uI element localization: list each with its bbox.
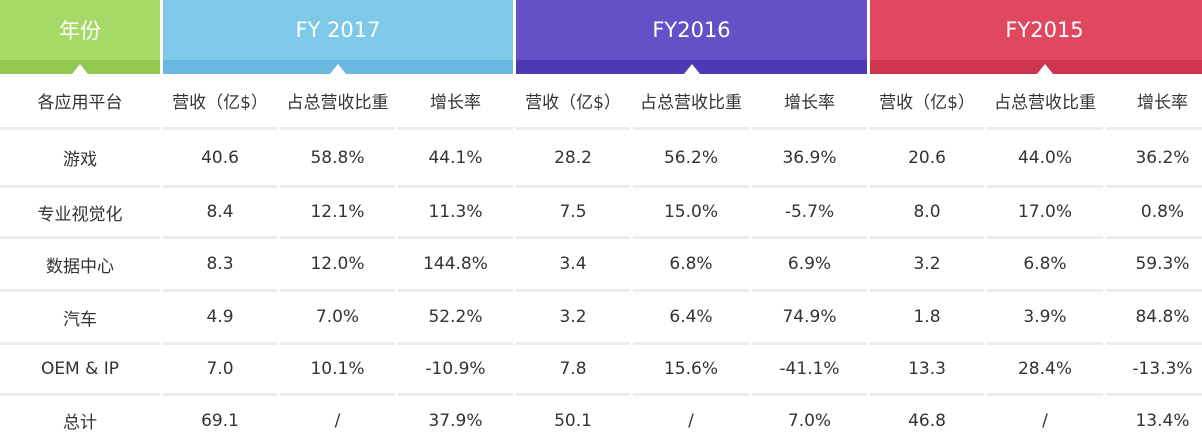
table-cell-fy2017-revenue-1: 8.4: [163, 188, 277, 239]
table-cell-fy2017-share-0: 58.8%: [280, 130, 395, 188]
table-cell-fy2017-growth-2: 144.8%: [398, 239, 513, 292]
row-label-5: 总计: [63, 413, 97, 433]
fy2015-header-band: [870, 60, 1202, 74]
table-cell-fy2015-revenue-0: 20.6: [870, 130, 984, 188]
year-header-label: 年份: [59, 19, 101, 43]
row-label-1: 专业视觉化: [0, 188, 160, 239]
fy2017-header-label: FY 2017: [295, 18, 381, 42]
column-header-fy2016-growth: 增长率: [752, 74, 867, 130]
table-cell-fy2016-growth-5: 7.0%: [787, 410, 832, 431]
table-cell-fy2016-growth-0: 36.9%: [752, 130, 867, 188]
year-header: 年份: [0, 0, 160, 74]
table-cell-fy2016-revenue-2: 3.4: [516, 239, 630, 292]
table-cell-fy2016-revenue-0: 28.2: [516, 130, 630, 188]
fy2015-header: FY2015: [870, 0, 1202, 74]
fy2016-header: FY2016: [516, 0, 867, 74]
platform-column-header: 各应用平台: [0, 74, 160, 130]
table-cell-fy2017-revenue-4: 7.0: [163, 345, 277, 396]
table-cell-fy2017-revenue-3: 4.9: [163, 292, 277, 345]
column-header-fy2015-revenue: 营收（亿$）: [870, 74, 984, 130]
table-cell-fy2015-share-3: 3.9%: [987, 292, 1103, 345]
row-label-3: 汽车: [0, 292, 160, 345]
table-cell-fy2015-revenue-2: 3.2: [870, 239, 984, 292]
table-cell-fy2017-share-5: /: [334, 410, 341, 431]
table-cell-fy2015-revenue-5: 46.8: [908, 410, 946, 431]
table-cell-fy2015-growth-1: 0.8%: [1106, 188, 1202, 239]
table-cell-fy2017-revenue-2: 8.3: [163, 239, 277, 292]
table-cell-fy2015-growth-0: 36.2%: [1106, 130, 1202, 188]
table-cell-fy2015-share-2: 6.8%: [987, 239, 1103, 292]
table-cell-fy2016-share-5: /: [688, 410, 694, 431]
table-cell-fy2017-growth-1: 11.3%: [398, 188, 513, 239]
row-label-4: OEM & IP: [0, 345, 160, 396]
row-label-0: 游戏: [0, 130, 160, 188]
table-cell-fy2016-growth-1: -5.7%: [752, 188, 867, 239]
table-cell-fy2015-growth-5: 13.4%: [1135, 410, 1190, 431]
table-cell-fy2017-growth-5: 37.9%: [428, 410, 483, 431]
column-header-fy2016-share: 占总营收比重: [633, 74, 749, 130]
table-cell-fy2017-share-3: 7.0%: [280, 292, 395, 345]
column-header-fy2017-share: 占总营收比重: [280, 74, 395, 130]
column-header-fy2015-share: 占总营收比重: [987, 74, 1103, 130]
fy2016-header-notch: [683, 64, 700, 74]
table-cell-fy2015-growth-2: 59.3%: [1106, 239, 1202, 292]
table-cell-fy2015-share-1: 17.0%: [987, 188, 1103, 239]
column-header-fy2017-growth: 增长率: [398, 74, 513, 130]
table-cell-fy2015-revenue-4: 13.3: [870, 345, 984, 396]
column-header-fy2016-revenue: 营收（亿$）: [516, 74, 630, 130]
table-cell-fy2016-share-0: 56.2%: [633, 130, 749, 188]
fy2017-header: FY 2017: [163, 0, 513, 74]
table-cell-fy2015-revenue-3: 1.8: [870, 292, 984, 345]
row-label-2: 数据中心: [0, 239, 160, 292]
table-cell-fy2017-revenue-0: 40.6: [163, 130, 277, 188]
table-cell-fy2016-share-1: 15.0%: [633, 188, 749, 239]
table-cell-fy2016-revenue-1: 7.5: [516, 188, 630, 239]
table-cell-fy2016-share-3: 6.4%: [633, 292, 749, 345]
table-cell-fy2017-growth-3: 52.2%: [398, 292, 513, 345]
table-cell-fy2017-growth-0: 44.1%: [398, 130, 513, 188]
table-cell-fy2016-growth-2: 6.9%: [752, 239, 867, 292]
table-cell-fy2015-revenue-1: 8.0: [870, 188, 984, 239]
table-cell-fy2015-share-5: /: [1042, 410, 1048, 431]
fy2015-header-label: FY2015: [1005, 18, 1084, 42]
table-cell-fy2017-share-4: 10.1%: [280, 345, 395, 396]
table-cell-fy2015-share-4: 28.4%: [987, 345, 1103, 396]
year-header-notch: [72, 64, 88, 74]
table-cell-fy2017-share-1: 12.1%: [280, 188, 395, 239]
table-cell-fy2017-revenue-5: 69.1: [201, 410, 239, 431]
table-cell-fy2016-growth-4: -41.1%: [752, 345, 867, 396]
table-cell-fy2016-revenue-4: 7.8: [516, 345, 630, 396]
fy2017-header-notch: [330, 64, 346, 74]
column-header-fy2015-growth: 增长率: [1106, 74, 1202, 130]
column-header-fy2017-revenue: 营收（亿$）: [163, 74, 277, 130]
table-cell-fy2016-growth-3: 74.9%: [752, 292, 867, 345]
table-cell-fy2016-revenue-3: 3.2: [516, 292, 630, 345]
table-cell-fy2015-share-0: 44.0%: [987, 130, 1103, 188]
table-cell-fy2016-share-2: 6.8%: [633, 239, 749, 292]
fy2015-header-notch: [1036, 64, 1053, 74]
table-cell-fy2015-growth-3: 84.8%: [1106, 292, 1202, 345]
table-cell-fy2017-share-2: 12.0%: [280, 239, 395, 292]
table-cell-fy2016-share-4: 15.6%: [633, 345, 749, 396]
table-cell-fy2017-growth-4: -10.9%: [398, 345, 513, 396]
table-cell-fy2015-growth-4: -13.3%: [1106, 345, 1202, 396]
fy2016-header-label: FY2016: [652, 18, 731, 42]
table-cell-fy2016-revenue-5: 50.1: [554, 410, 592, 431]
